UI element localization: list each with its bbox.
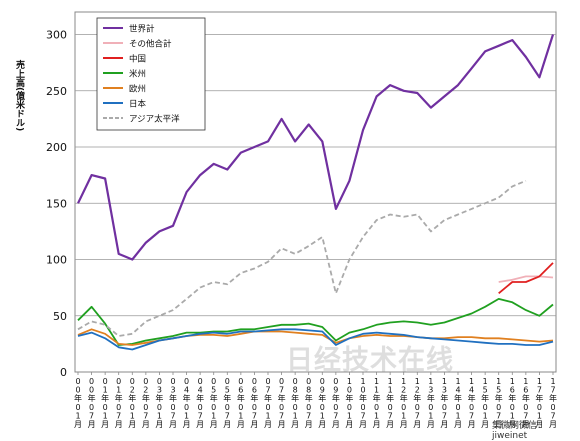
series-line: [498, 262, 554, 294]
y-tick-label: 50: [53, 310, 67, 323]
y-tick-label: 100: [46, 254, 67, 267]
y-tick-label: 150: [46, 197, 67, 210]
legend-label: アジア太平洋: [129, 114, 180, 125]
legend-label: その他合計: [129, 39, 172, 50]
legend-label: 米州: [129, 69, 146, 80]
series-line: [77, 179, 527, 337]
legend-label: 世界計: [129, 24, 155, 35]
y-tick-label: 0: [60, 366, 67, 379]
series-line: [77, 328, 554, 351]
series-line: [77, 34, 555, 261]
series-line: [498, 275, 554, 283]
legend-label: 中国: [129, 54, 146, 65]
y-axis-label: 売上高(億米ドル): [14, 60, 24, 132]
legend-label: 欧州: [129, 84, 146, 95]
watermark-caption: 集微网微信：jiweinet: [492, 421, 547, 441]
y-tick-label: 250: [46, 85, 67, 98]
line-chart: 0 50 100 150 200 250 300 0 0 年 0 1 月 0 0 年 0 7 月 0 1 年 0 1 月 0 1 年 0…: [46, 11, 557, 429]
series-line: [77, 297, 554, 346]
watermark-logo-text: 日经技术在线: [286, 345, 454, 376]
legend-label: 日本: [129, 99, 147, 110]
y-tick-label: 300: [46, 29, 67, 42]
y-tick-label: 200: [46, 141, 67, 154]
